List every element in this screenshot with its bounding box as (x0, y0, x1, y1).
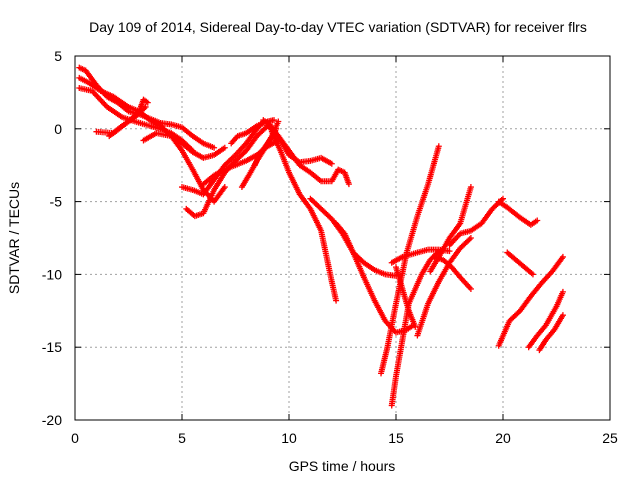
x-tick-label: 10 (281, 430, 297, 446)
data-series (536, 312, 566, 354)
data-series (264, 122, 352, 188)
data-point (467, 184, 474, 191)
x-tick-label: 20 (495, 430, 511, 446)
data-point (333, 297, 340, 304)
data-series (388, 246, 453, 266)
chart-title: Day 109 of 2014, Sidereal Day-to-day VTE… (89, 19, 587, 35)
data-point (345, 181, 352, 188)
y-tick-label: 5 (54, 48, 62, 64)
data-point (328, 160, 335, 167)
data-series (525, 288, 566, 351)
data-series (140, 130, 228, 161)
data-point (534, 217, 541, 224)
data-point (275, 118, 282, 125)
y-tick-label: -15 (42, 339, 62, 355)
data-series (307, 195, 399, 279)
data-series (76, 64, 218, 151)
data-series (106, 103, 149, 140)
data-point (435, 143, 442, 150)
x-tick-label: 5 (178, 430, 186, 446)
x-tick-label: 25 (602, 430, 618, 446)
data-series (446, 195, 506, 249)
data-point (221, 184, 228, 191)
data-series (504, 249, 536, 278)
data-points (76, 64, 566, 409)
data-series (76, 85, 196, 154)
data-series (414, 235, 474, 339)
data-series (393, 264, 419, 330)
data-series (495, 198, 541, 228)
data-point (467, 285, 474, 292)
data-point (446, 248, 453, 255)
x-tick-label: 0 (71, 430, 79, 446)
data-point (559, 288, 566, 295)
data-series (388, 248, 442, 409)
data-point (142, 103, 149, 110)
y-tick-label: -5 (50, 194, 63, 210)
data-point (221, 144, 228, 151)
data-point (144, 99, 151, 106)
y-tick-label: -20 (42, 412, 62, 428)
data-point (559, 253, 566, 260)
y-tick-label: 0 (54, 121, 62, 137)
y-axis-label: SDTVAR / TECUs (6, 182, 22, 294)
data-series (333, 220, 417, 336)
axis-ticks: 0 5 10 15 20 25 -20 -15 -10 -5 0 5 (42, 48, 618, 446)
data-point (466, 236, 473, 243)
data-point (467, 235, 474, 241)
data-point (141, 105, 148, 112)
data-point (529, 271, 536, 278)
x-tick-label: 15 (388, 430, 404, 446)
data-point (412, 323, 419, 330)
data-point (271, 117, 278, 124)
grid (75, 56, 610, 420)
data-series (427, 184, 474, 275)
data-point (211, 144, 218, 151)
y-tick-label: -10 (42, 266, 62, 282)
data-point (231, 153, 238, 160)
data-point (500, 195, 506, 202)
x-axis-label: GPS time / hours (289, 458, 396, 474)
plot-frame (74, 55, 611, 421)
data-series (495, 253, 566, 349)
data-series (268, 128, 340, 304)
data-point (559, 312, 566, 319)
